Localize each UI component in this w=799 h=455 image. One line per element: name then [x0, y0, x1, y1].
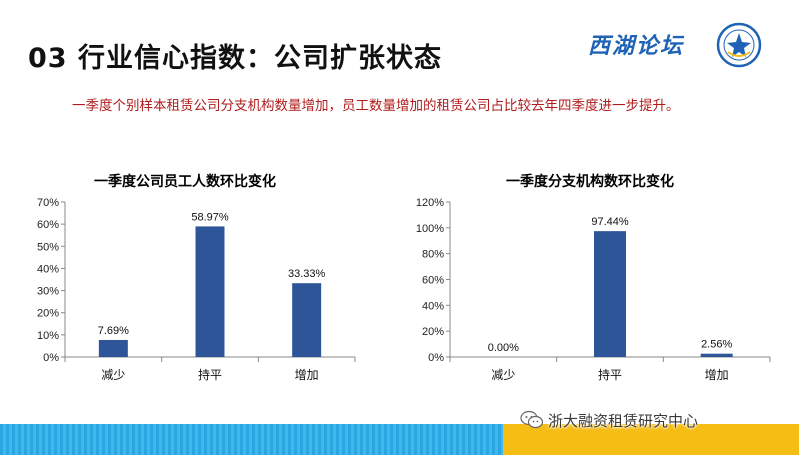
data-label: 7.69%	[98, 325, 129, 337]
data-label: 2.56%	[701, 339, 732, 351]
chart-employees: 一季度公司员工人数环比变化 0% 10% 20% 30% 40% 50% 60% 70% 7.6…	[10, 160, 360, 400]
y-tick-label: 40%	[422, 300, 444, 312]
summary-text: 一季度个别样本租赁公司分支机构数量增加，员工数量增加的租赁公司占比较去年四季度进…	[72, 98, 680, 114]
data-label: 33.33%	[288, 268, 326, 280]
chart-title: 一季度分支机构数环比变化	[506, 174, 674, 190]
logo-text: 西湖论坛	[588, 33, 685, 59]
watermark-text: 浙大融资租赁研究中心	[548, 412, 699, 430]
y-tick-label: 10%	[37, 330, 59, 342]
bar	[292, 283, 322, 357]
chart-employees-plot: 0% 10% 20% 30% 40% 50% 60% 70% 7.69% 减少 58.97% 持平 33…	[37, 197, 356, 382]
footer-band-yellow	[503, 424, 799, 455]
x-tick-label: 减少	[491, 368, 515, 382]
chart-title: 一季度公司员工人数环比变化	[94, 174, 276, 190]
x-tick-label: 减少	[101, 368, 125, 382]
data-label: 58.97%	[191, 211, 229, 223]
y-tick-label: 30%	[37, 286, 59, 298]
bar	[700, 353, 733, 357]
data-label: 0.00%	[488, 342, 519, 354]
y-tick-label: 60%	[37, 219, 59, 231]
y-tick-label: 70%	[37, 197, 59, 209]
y-tick-label: 40%	[37, 263, 59, 275]
bar	[195, 226, 225, 357]
seal-emblem-icon	[716, 22, 762, 68]
chart-branches-plot: 0% 20% 40% 60% 80% 100% 120% 0.00% 减少 97.44% 持平 2.5…	[416, 197, 771, 382]
data-label: 97.44%	[591, 216, 629, 228]
y-tick-label: 60%	[422, 275, 444, 287]
footer-band-blue	[0, 424, 503, 455]
x-tick-label: 持平	[198, 367, 222, 382]
y-tick-label: 50%	[37, 241, 59, 253]
y-tick-label: 120%	[416, 197, 444, 209]
slide-title: 03 行业信心指数：公司扩张状态	[28, 43, 442, 74]
x-tick-label: 增加	[295, 368, 319, 382]
y-tick-label: 0%	[43, 352, 59, 364]
y-tick-label: 100%	[416, 223, 444, 235]
y-tick-label: 0%	[428, 352, 444, 364]
wechat-icon	[520, 410, 544, 429]
y-tick-label: 20%	[37, 308, 59, 320]
y-tick-label: 20%	[422, 326, 444, 338]
x-tick-label: 持平	[598, 367, 622, 382]
bar	[594, 231, 626, 357]
logo: 西湖论坛	[588, 22, 768, 72]
chart-branches: 一季度分支机构数环比变化 0% 20% 40% 60% 80% 100% 120% 0.00%…	[405, 160, 775, 400]
x-tick-label: 增加	[705, 368, 729, 382]
y-tick-label: 80%	[422, 249, 444, 261]
bar	[98, 339, 128, 357]
